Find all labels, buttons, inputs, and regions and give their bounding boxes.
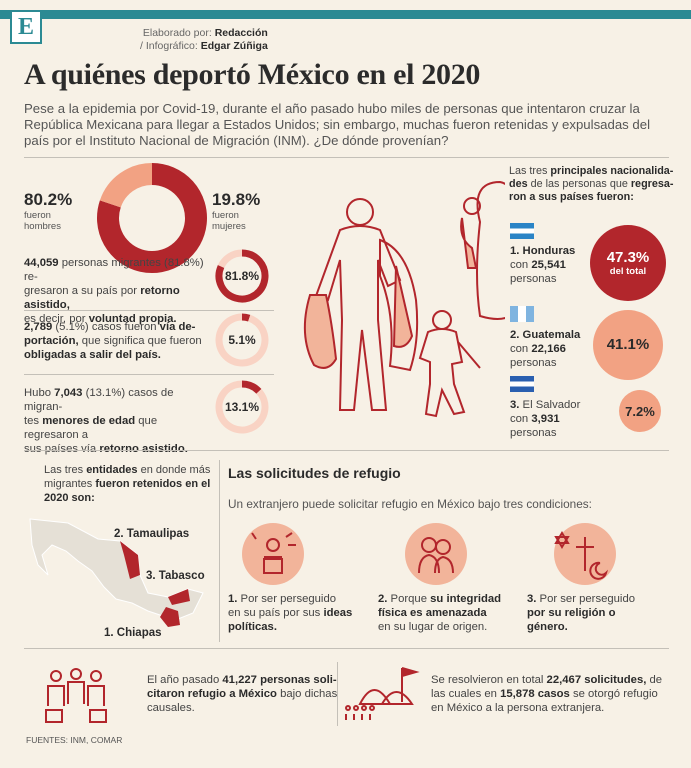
slice-rest: [215, 380, 269, 434]
donut-retorno: [215, 249, 269, 303]
women-stat: 19.8% fueron mujeres: [212, 190, 260, 232]
divider-vertical: [337, 662, 338, 726]
credit-label: / Infográfico:: [140, 40, 198, 52]
honduras-flag-icon: [510, 223, 534, 239]
women-label-2: mujeres: [212, 221, 246, 232]
physical-integrity-icon: [405, 523, 467, 585]
credit-label: Elaborado por:: [142, 27, 212, 39]
el-salvador-pct: 7.2%: [625, 404, 655, 419]
slice-deportacion: [241, 313, 251, 322]
donut-menores: [215, 380, 269, 434]
credit-name: Edgar Zúñiga: [200, 40, 268, 52]
divider: [24, 648, 669, 649]
political-ideas-icon: [242, 523, 304, 585]
refugee-camp-icon: [345, 667, 420, 720]
women-pct: 19.8%: [212, 190, 261, 209]
donut-retorno-label: 81.8%: [224, 269, 260, 283]
el-salvador-flag-icon: [510, 376, 534, 392]
slice-menores: [241, 380, 262, 394]
state-chiapas-label: 1. Chiapas: [104, 627, 162, 639]
divider-vertical: [219, 460, 220, 642]
nationalities-heading: Las tres principales nacionalida- des de…: [509, 165, 674, 203]
resolved-stat: Se resolvieron en total 22,467 solicitud…: [431, 674, 663, 714]
donut-menores-label: 13.1%: [224, 400, 260, 414]
guatemala-flag-icon: [510, 306, 534, 322]
refuge-subtitle: Un extranjero puede solicitar refugio en…: [228, 497, 592, 511]
condition-1: 1. Por ser perseguido en su país por sus…: [228, 593, 353, 633]
credit-name: Redacción: [214, 27, 268, 39]
guatemala-pct: 41.1%: [606, 335, 650, 353]
slice-rest: [215, 313, 269, 367]
women-label: fueron: [212, 210, 239, 221]
religion-icon: [554, 523, 616, 585]
men-label: fueron: [24, 210, 51, 221]
slice-rest: [217, 249, 243, 269]
tabasco-state: [168, 589, 190, 605]
condition-2: 2. Porque su integridad física es amenaz…: [378, 593, 502, 633]
el-salvador-circle: 7.2%: [619, 390, 661, 432]
men-label-2: hombres: [24, 221, 61, 232]
gender-donut: [97, 163, 207, 273]
mexico-map: [29, 518, 204, 627]
slice-men: [97, 163, 207, 273]
chiapas-state: [160, 607, 180, 627]
migrant-family-illustration: [303, 180, 505, 418]
states-heading: Las tres entidades en donde más migrante…: [44, 464, 211, 504]
honduras-circle: 47.3% del total: [590, 225, 666, 301]
men-stat: 80.2% fueron hombres: [24, 190, 72, 232]
guatemala-circle: 41.1%: [592, 309, 664, 381]
guatemala-stat: 2. Guatemala con 22,166 personas: [510, 329, 581, 369]
page-title: A quiénes deportó México en el 2020: [24, 58, 481, 91]
honduras-pct: 47.3%: [606, 249, 650, 266]
fact-menores: Hubo 7,043 (13.1%) casos de migran- tes …: [24, 387, 188, 455]
divider: [24, 157, 669, 158]
refuge-title: Las solicitudes de refugio: [228, 465, 401, 481]
requests-stat: El año pasado 41,227 personas soli- cita…: [147, 674, 338, 714]
honduras-sub: del total: [609, 266, 647, 277]
sources: FUENTES: INM, COMAR: [26, 735, 123, 745]
publication-logo: E: [10, 10, 42, 44]
honduras-stat: 1. Honduras con 25,541 personas: [510, 245, 576, 285]
intro-text: Pese a la epidemia por Covid-19, durante…: [24, 101, 651, 148]
tamaulipas-state: [120, 541, 140, 579]
divider: [24, 450, 669, 451]
donut-deportacion-label: 5.1%: [228, 333, 256, 347]
slice-women: [99, 163, 153, 209]
credits: Elaborado por: Redacción / Infográfico: …: [140, 27, 268, 53]
divider: [24, 374, 274, 375]
divider: [24, 310, 274, 311]
donut-deportacion: [215, 313, 269, 367]
el-salvador-stat: 3. El Salvador con 3,931 personas: [510, 399, 581, 439]
people-group-icon: [45, 668, 107, 723]
men-pct: 80.2%: [24, 190, 73, 209]
state-tamaulipas-label: 2. Tamaulipas: [114, 528, 190, 540]
condition-3: 3. Por ser perseguido por su religión o …: [527, 593, 636, 633]
state-tabasco-label: 3. Tabasco: [146, 570, 205, 582]
fact-deportacion: 2,789 (5.1%) casos fueron vía de- portac…: [24, 321, 202, 361]
top-accent-bar: [0, 10, 691, 19]
slice-retorno: [215, 249, 269, 303]
fact-retorno: 44,059 personas migrantes (81.8%) re- gr…: [24, 257, 204, 325]
